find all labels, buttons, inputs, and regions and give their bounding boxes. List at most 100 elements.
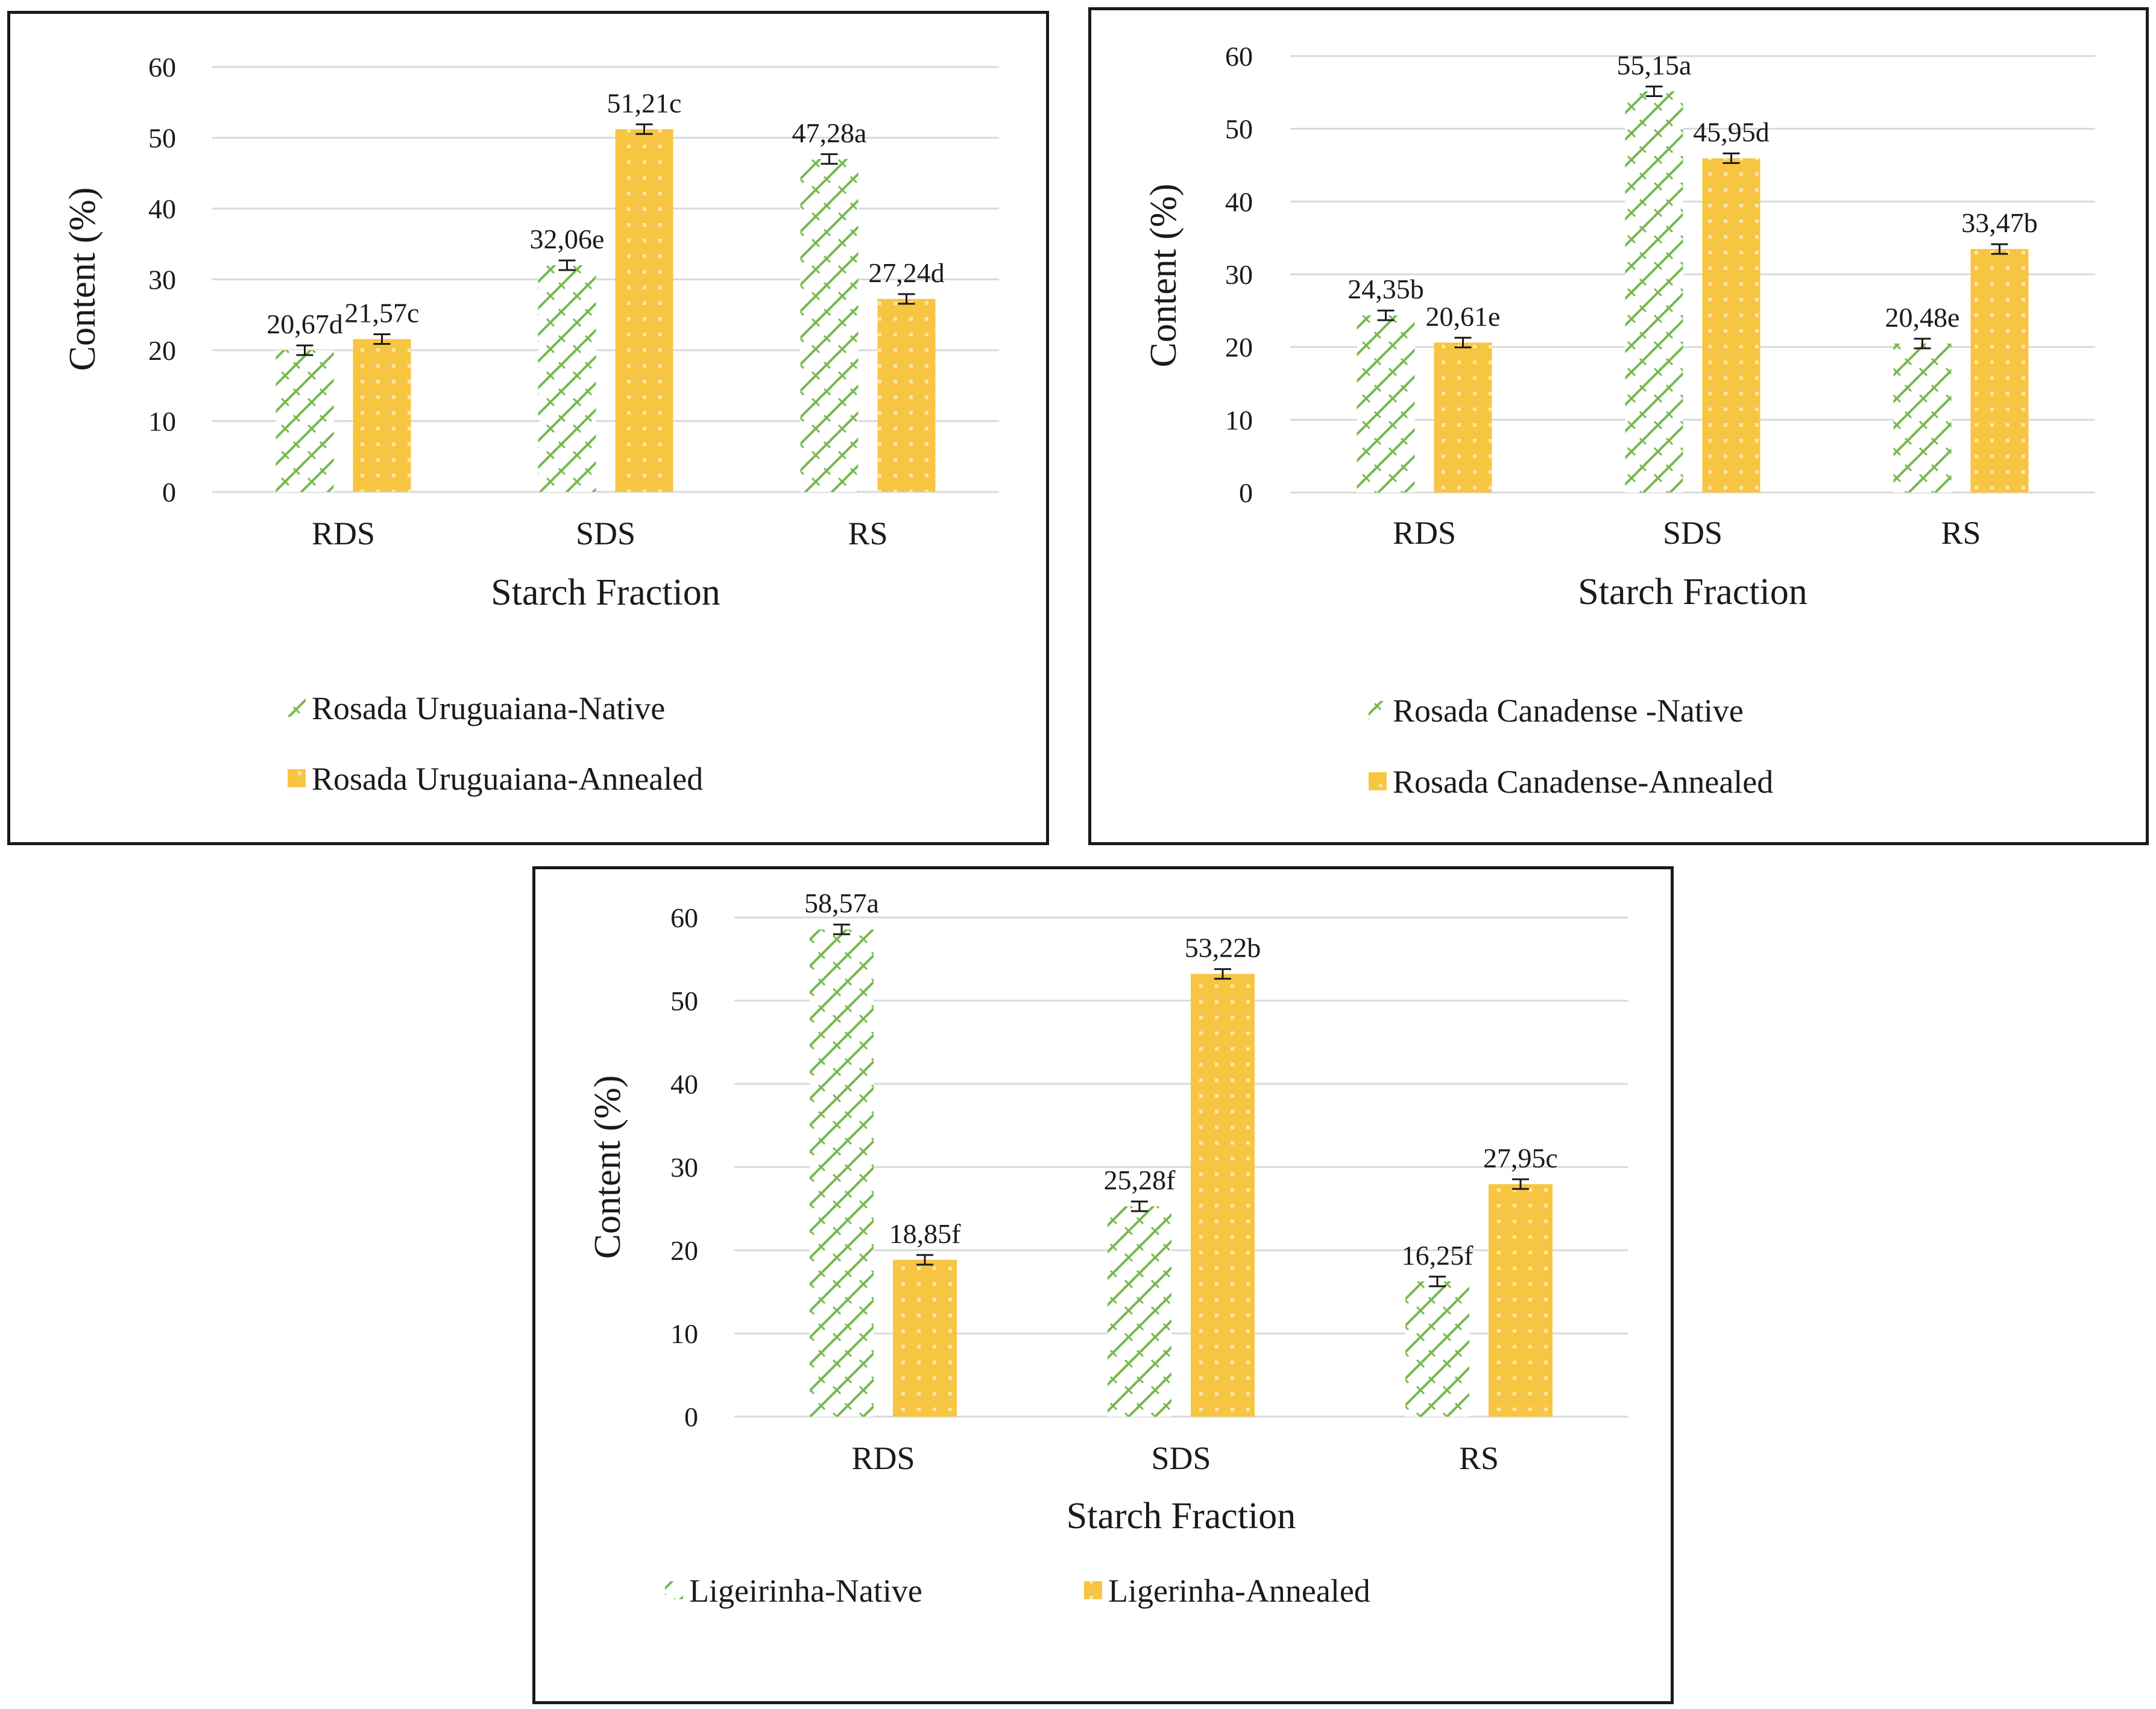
error-bar xyxy=(1429,1276,1446,1288)
error-bar xyxy=(1723,153,1740,165)
legend-swatch-native xyxy=(288,699,306,717)
y-tick-label: 50 xyxy=(1225,114,1253,145)
data-label: 32,06e xyxy=(530,224,605,254)
data-label: 45,95d xyxy=(1693,117,1770,148)
data-label: 33,47b xyxy=(1961,207,2038,238)
error-bar xyxy=(1377,309,1395,321)
error-bar xyxy=(1214,968,1231,980)
y-tick-label: 40 xyxy=(1225,186,1253,217)
x-axis-title: Starch Fraction xyxy=(1067,1496,1296,1537)
data-label: 27,95c xyxy=(1483,1142,1558,1173)
x-category-label: RDS xyxy=(1393,515,1456,551)
x-category-label: RS xyxy=(848,515,887,552)
bar-annealed xyxy=(893,1259,957,1417)
bar-chart-ligeirinha: 0 10 20 30 40 50 60 Content (%) Starch Fraction R… xyxy=(587,888,1628,1609)
legend-swatch-annealed xyxy=(1084,1581,1102,1599)
chart-panel-rosada-canadense: 0 10 20 30 40 50 60 Content (%) Starch Fraction R… xyxy=(1088,7,2149,845)
error-bar xyxy=(296,344,314,356)
y-tick-label: 20 xyxy=(670,1235,698,1266)
y-tick-label: 30 xyxy=(1225,259,1253,290)
data-label: 21,57c xyxy=(345,298,420,329)
y-tick-label: 60 xyxy=(1225,41,1253,72)
data-label: 51,21c xyxy=(607,87,682,118)
error-bar xyxy=(898,293,915,305)
bar-native xyxy=(1893,343,1952,493)
y-tick-label: 50 xyxy=(148,123,176,154)
bar-native xyxy=(1405,1281,1469,1417)
data-label: 24,35b xyxy=(1348,274,1424,304)
x-axis-title: Starch Fraction xyxy=(491,572,720,613)
y-tick-label: 10 xyxy=(670,1318,698,1349)
bar-annealed xyxy=(1489,1184,1552,1417)
bar-native xyxy=(1625,91,1683,493)
y-tick-label: 60 xyxy=(670,902,698,933)
legend-swatch-native xyxy=(1369,701,1387,719)
bar-native xyxy=(538,265,596,492)
data-label: 20,48e xyxy=(1885,302,1960,333)
bar-annealed xyxy=(877,298,936,492)
bar-native xyxy=(1108,1206,1171,1417)
legend-entry-label: Rosada Canadense-Annealed xyxy=(1393,764,1773,800)
y-tick-label: 20 xyxy=(1225,332,1253,363)
bar-native xyxy=(1357,315,1415,493)
data-label: 18,85f xyxy=(889,1218,962,1249)
legend-entry-label: Rosada Canadense -Native xyxy=(1393,693,1744,729)
bar-annealed xyxy=(353,339,411,492)
error-bar xyxy=(916,1254,933,1266)
y-tick-label: 60 xyxy=(148,52,176,83)
data-label: 55,15a xyxy=(1617,50,1692,81)
data-label: 16,25f xyxy=(1402,1240,1474,1271)
data-label: 27,24d xyxy=(868,257,945,288)
error-bar xyxy=(1991,243,2008,255)
bar-chart-rosada-uruguaiana: 0 10 20 30 40 50 60 Content (%) Starch Fraction R… xyxy=(62,52,999,797)
legend-swatch-annealed xyxy=(1369,772,1387,790)
data-label: 58,57a xyxy=(804,888,879,919)
error-bar xyxy=(1131,1200,1148,1212)
y-tick-label: 40 xyxy=(148,194,176,224)
legend-entry-label: Rosada Uruguaiana-Native xyxy=(312,690,665,726)
y-tick-label: 30 xyxy=(148,265,176,295)
bar-annealed xyxy=(615,129,673,493)
x-category-label: SDS xyxy=(1151,1440,1211,1476)
x-category-label: RS xyxy=(1459,1440,1499,1476)
y-tick-label: 0 xyxy=(1239,477,1253,508)
error-bar xyxy=(833,924,850,936)
error-bar xyxy=(1914,338,1931,350)
legend-entry-label: Ligerinha-Annealed xyxy=(1108,1573,1370,1609)
data-label: 20,61e xyxy=(1426,301,1501,332)
error-bar xyxy=(1454,336,1472,348)
x-category-label: RDS xyxy=(851,1440,915,1476)
y-tick-label: 0 xyxy=(162,477,176,508)
bar-annealed xyxy=(1970,249,2029,493)
chart-panel-ligeirinha: 0 10 20 30 40 50 60 Content (%) Starch Fraction R… xyxy=(532,866,1674,1704)
y-axis-title: Content (%) xyxy=(587,1075,628,1259)
data-label: 20,67d xyxy=(266,309,343,339)
x-category-label: SDS xyxy=(576,515,635,552)
y-tick-label: 50 xyxy=(670,986,698,1016)
y-tick-label: 20 xyxy=(148,335,176,366)
bar-native xyxy=(800,159,859,492)
bar-chart-rosada-canadense: 0 10 20 30 40 50 60 Content (%) Starch Fraction R… xyxy=(1143,41,2095,800)
legend-entry-label: Rosada Uruguaiana-Annealed xyxy=(312,761,703,797)
legend-swatch-native xyxy=(665,1581,683,1599)
y-tick-label: 10 xyxy=(1225,404,1253,435)
bar-native xyxy=(810,929,874,1417)
y-axis-title: Content (%) xyxy=(62,187,103,371)
bar-annealed xyxy=(1702,158,1760,493)
x-category-label: RDS xyxy=(312,515,375,552)
bar-annealed xyxy=(1434,342,1492,493)
error-bar xyxy=(1645,86,1663,98)
error-bar xyxy=(1512,1178,1529,1190)
x-axis-title: Starch Fraction xyxy=(1578,571,1808,612)
x-category-label: SDS xyxy=(1663,515,1723,551)
bar-annealed xyxy=(1191,974,1255,1417)
bar-native xyxy=(276,350,334,492)
error-bar xyxy=(373,333,391,345)
error-bar xyxy=(635,123,653,135)
error-bar xyxy=(821,153,838,165)
y-tick-label: 30 xyxy=(670,1152,698,1183)
y-tick-label: 10 xyxy=(148,406,176,437)
x-category-label: RS xyxy=(1941,515,1981,551)
data-label: 25,28f xyxy=(1104,1165,1176,1195)
y-axis-title: Content (%) xyxy=(1143,184,1184,368)
